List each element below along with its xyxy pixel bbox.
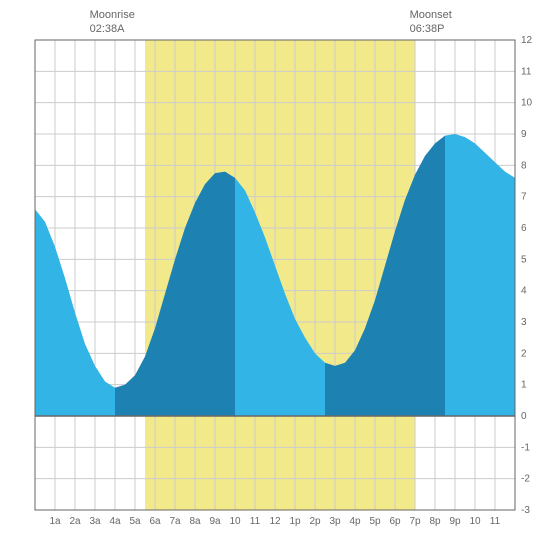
x-tick-label: 12 xyxy=(269,516,281,527)
x-tick-label: 4a xyxy=(109,516,121,527)
x-tick-label: 9a xyxy=(209,516,221,527)
tide-chart: Moonrise 02:38A Moonset 06:38P -3-2-1012… xyxy=(0,0,550,550)
moonset-time: 06:38P xyxy=(410,22,452,36)
tide-area-segment xyxy=(445,134,515,416)
x-tick-label: 1a xyxy=(49,516,61,527)
x-tick-label: 11 xyxy=(490,516,501,527)
moonset-label: Moonset 06:38P xyxy=(410,8,452,37)
chart-svg: -3-2-101234567891011121a2a3a4a5a6a7a8a9a… xyxy=(0,0,550,550)
x-tick-label: 6p xyxy=(389,516,401,527)
x-tick-label: 2p xyxy=(309,516,321,527)
y-tick-label: 6 xyxy=(521,223,527,234)
y-tick-label: -2 xyxy=(521,474,530,485)
y-tick-label: 4 xyxy=(521,286,527,297)
y-tick-label: 7 xyxy=(521,192,527,203)
y-tick-label: 9 xyxy=(521,129,527,140)
y-tick-label: 5 xyxy=(521,254,527,265)
moonrise-title: Moonrise xyxy=(90,8,135,22)
x-tick-label: 7p xyxy=(409,516,421,527)
y-tick-label: 12 xyxy=(521,35,533,46)
x-tick-label: 11 xyxy=(250,516,261,527)
x-tick-label: 5p xyxy=(369,516,381,527)
y-tick-label: -3 xyxy=(521,505,530,516)
moonset-title: Moonset xyxy=(410,8,452,22)
x-tick-label: 10 xyxy=(469,516,481,527)
y-tick-label: 0 xyxy=(521,411,527,422)
y-tick-label: -1 xyxy=(521,442,530,453)
y-tick-label: 11 xyxy=(521,66,532,77)
y-tick-label: 2 xyxy=(521,348,527,359)
x-tick-label: 8a xyxy=(189,516,201,527)
x-tick-label: 8p xyxy=(429,516,441,527)
y-tick-label: 8 xyxy=(521,160,527,171)
moonrise-label: Moonrise 02:38A xyxy=(90,8,135,37)
x-tick-label: 10 xyxy=(229,516,241,527)
x-tick-label: 1p xyxy=(289,516,301,527)
y-tick-label: 3 xyxy=(521,317,527,328)
x-tick-label: 3a xyxy=(89,516,101,527)
x-tick-label: 3p xyxy=(329,516,341,527)
x-tick-label: 5a xyxy=(129,516,141,527)
x-tick-label: 6a xyxy=(149,516,161,527)
x-tick-label: 7a xyxy=(169,516,181,527)
y-tick-label: 10 xyxy=(521,98,533,109)
moonrise-time: 02:38A xyxy=(90,22,135,36)
y-tick-label: 1 xyxy=(521,380,527,391)
x-tick-label: 9p xyxy=(449,516,461,527)
x-tick-label: 2a xyxy=(69,516,81,527)
x-tick-label: 4p xyxy=(349,516,361,527)
